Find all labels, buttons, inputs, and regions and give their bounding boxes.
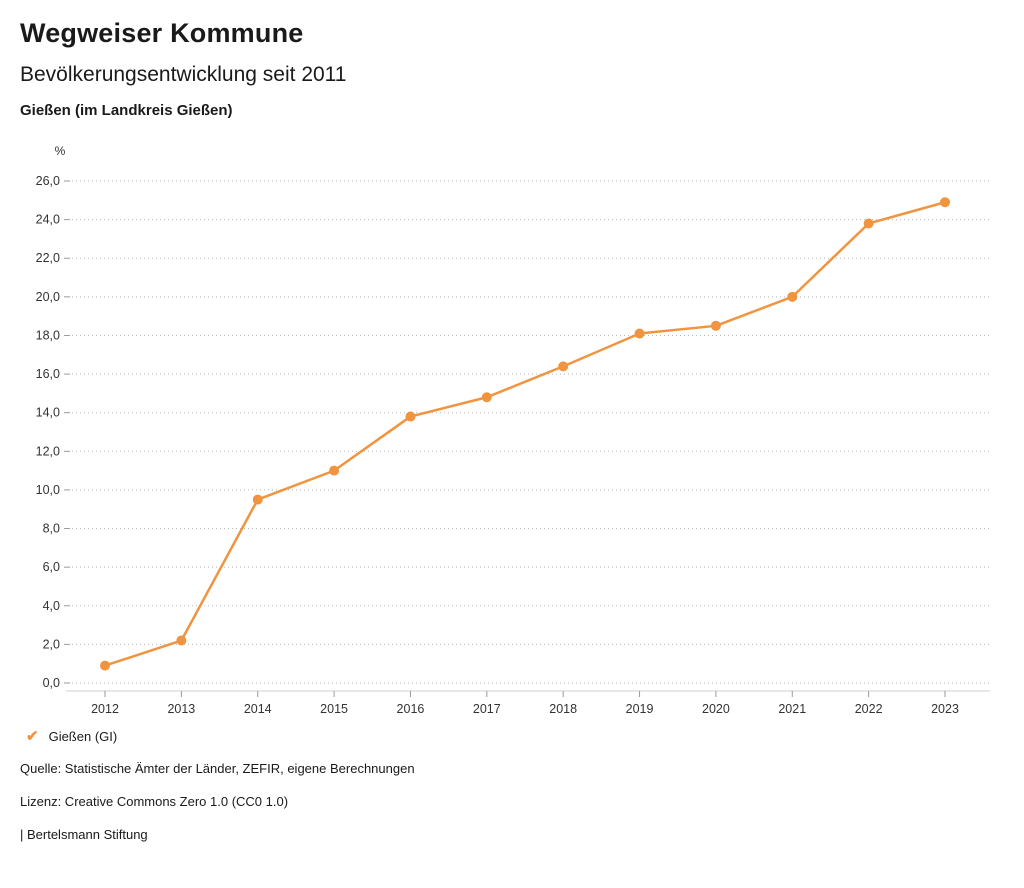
y-tick-label: 12,0 xyxy=(36,444,60,458)
x-tick-label: 2017 xyxy=(473,702,501,716)
y-tick-label: 0,0 xyxy=(43,676,60,690)
legend[interactable]: ✔ Gießen (GI) xyxy=(0,725,1024,747)
x-tick-label: 2020 xyxy=(702,702,730,716)
chart-footer: Quelle: Statistische Ämter der Länder, Z… xyxy=(0,747,1024,842)
x-tick-label: 2012 xyxy=(91,702,119,716)
y-tick-label: 6,0 xyxy=(43,560,60,574)
y-tick-label: 14,0 xyxy=(36,406,60,420)
chart-location-subtitle: Gießen (im Landkreis Gießen) xyxy=(20,102,233,119)
series-line xyxy=(103,200,947,667)
y-tick-label: 22,0 xyxy=(36,251,60,265)
x-tick-label: 2014 xyxy=(244,702,272,716)
y-tick-label: 24,0 xyxy=(36,213,60,227)
y-tick-label: 10,0 xyxy=(36,483,60,497)
data-point[interactable] xyxy=(940,197,950,208)
y-axis-unit-label: % xyxy=(55,144,66,158)
data-point[interactable] xyxy=(100,660,110,671)
data-point[interactable] xyxy=(558,361,569,372)
chart-area: % 0,0 2,0 4,0 6,0 8,0 10,0 12,0 14,0 16,0 18,0 20,0… xyxy=(0,119,1024,719)
chart-title: Bevölkerungsentwicklung seit 2011 xyxy=(20,63,347,86)
legend-series-label: Gießen (GI) xyxy=(48,728,118,744)
app-title: Wegweiser Kommune xyxy=(20,18,304,48)
data-point[interactable] xyxy=(329,465,340,476)
x-tick-label: 2023 xyxy=(931,702,959,716)
y-tick-label: 4,0 xyxy=(43,599,60,613)
source-text: Quelle: Statistische Ämter der Länder, Z… xyxy=(20,761,415,776)
data-point[interactable] xyxy=(634,328,645,339)
y-tick-label: 18,0 xyxy=(36,328,60,342)
y-tick-label: 2,0 xyxy=(43,637,60,651)
y-tick-label: 26,0 xyxy=(36,174,60,188)
brand-text: | Bertelsmann Stiftung xyxy=(20,827,148,842)
x-tick-label: 2021 xyxy=(778,702,806,716)
data-point[interactable] xyxy=(787,291,798,302)
x-tick-label: 2016 xyxy=(397,702,425,716)
x-tick-label: 2019 xyxy=(626,702,654,716)
data-point[interactable] xyxy=(252,494,263,505)
x-tick-label: 2013 xyxy=(167,702,195,716)
data-point[interactable] xyxy=(405,411,416,422)
data-point[interactable] xyxy=(481,392,492,403)
legend-check-icon: ✔ xyxy=(26,727,39,745)
x-tick-label: 2022 xyxy=(855,702,883,716)
population-line-chart: % 0,0 2,0 4,0 6,0 8,0 10,0 12,0 14,0 16,0 18,0 20,0… xyxy=(36,144,990,716)
chart-header: Wegweiser Kommune Bevölkerungsentwicklun… xyxy=(0,0,1024,119)
x-tick-label: 2015 xyxy=(320,702,348,716)
data-point[interactable] xyxy=(176,635,187,646)
y-tick-label: 16,0 xyxy=(36,367,60,381)
y-tick-label: 8,0 xyxy=(43,522,60,536)
x-tick-label: 2018 xyxy=(549,702,577,716)
data-point[interactable] xyxy=(863,218,874,229)
license-text: Lizenz: Creative Commons Zero 1.0 (CC0 1… xyxy=(20,794,289,809)
y-tick-label: 20,0 xyxy=(36,290,60,304)
data-point[interactable] xyxy=(710,320,721,331)
